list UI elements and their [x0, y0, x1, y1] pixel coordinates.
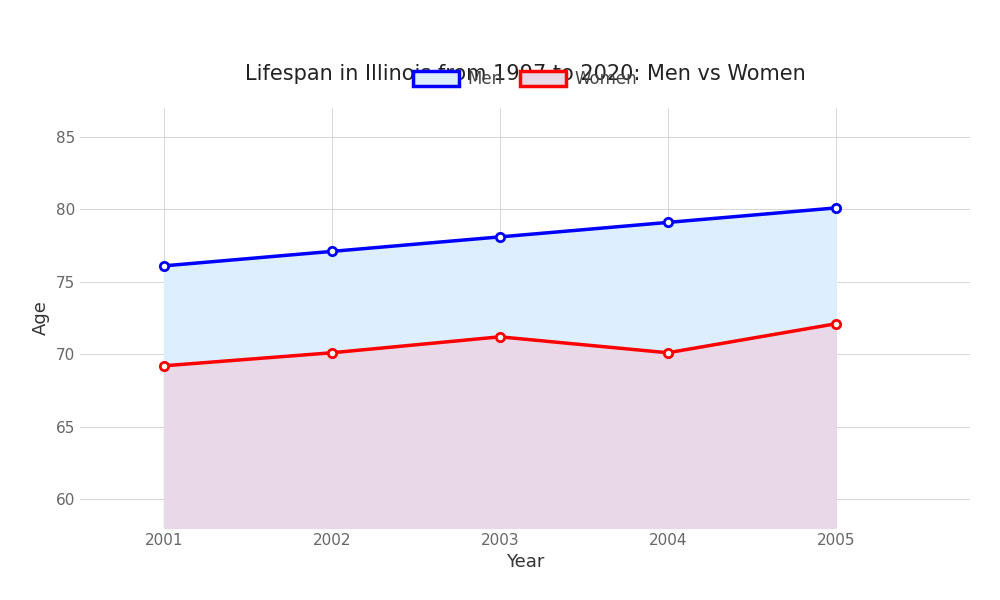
Legend: Men, Women: Men, Women: [404, 62, 646, 97]
Title: Lifespan in Illinois from 1997 to 2020: Men vs Women: Lifespan in Illinois from 1997 to 2020: …: [245, 64, 805, 84]
X-axis label: Year: Year: [506, 553, 544, 571]
Y-axis label: Age: Age: [32, 301, 50, 335]
